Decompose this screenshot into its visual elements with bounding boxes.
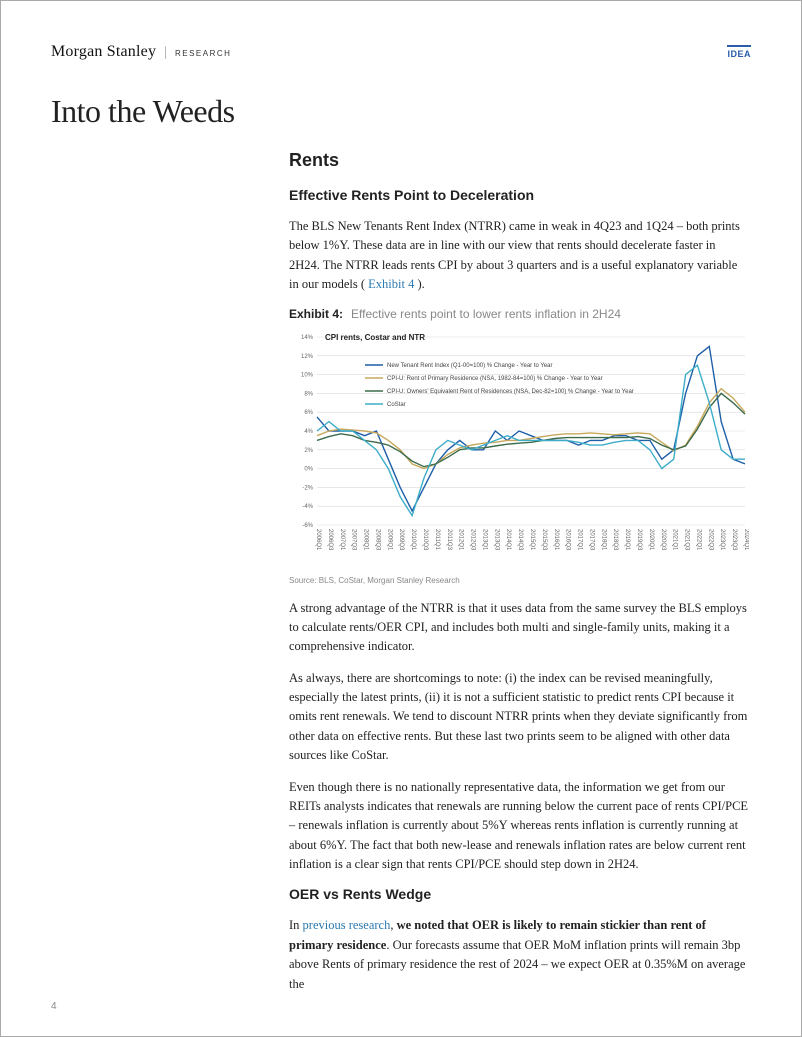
svg-text:-4%: -4% bbox=[302, 504, 313, 510]
content-column: Rents Effective Rents Point to Decelerat… bbox=[289, 150, 749, 994]
svg-text:2019Q1: 2019Q1 bbox=[624, 529, 630, 551]
svg-text:2016Q3: 2016Q3 bbox=[565, 529, 571, 551]
svg-text:2009Q1: 2009Q1 bbox=[386, 529, 392, 551]
svg-text:2016Q1: 2016Q1 bbox=[553, 529, 559, 551]
svg-text:2023Q1: 2023Q1 bbox=[719, 529, 725, 551]
svg-text:2024Q1: 2024Q1 bbox=[743, 529, 749, 551]
svg-text:2018Q3: 2018Q3 bbox=[612, 529, 618, 551]
svg-text:14%: 14% bbox=[301, 335, 314, 341]
svg-text:2019Q3: 2019Q3 bbox=[636, 529, 642, 551]
p1-text-a: The BLS New Tenants Rent Index (NTRR) ca… bbox=[289, 219, 740, 291]
svg-text:CPI-U: Rent of Primary Residen: CPI-U: Rent of Primary Residence (NSA, 1… bbox=[387, 376, 603, 382]
chart-source: Source: BLS, CoStar, Morgan Stanley Rese… bbox=[289, 576, 749, 585]
paragraph-5: In previous research, we noted that OER … bbox=[289, 916, 749, 994]
subheading-oer-wedge: OER vs Rents Wedge bbox=[289, 886, 749, 902]
exhibit-number: Exhibit 4: bbox=[289, 307, 343, 321]
page-number: 4 bbox=[51, 1001, 57, 1012]
page: Morgan Stanley | RESEARCH IDEA Into the … bbox=[0, 0, 802, 1037]
line-chart-svg: -6% -4% -2% 0% 2% 4% 6% 8% 10% 12% 14% CPI rents, C… bbox=[289, 327, 749, 567]
svg-text:2%: 2% bbox=[304, 447, 313, 453]
svg-text:0%: 0% bbox=[304, 466, 313, 472]
svg-text:2020Q1: 2020Q1 bbox=[648, 529, 654, 551]
brand-divider: | bbox=[164, 45, 167, 61]
previous-research-link[interactable]: previous research bbox=[303, 918, 391, 932]
chart-exhibit-4: -6% -4% -2% 0% 2% 4% 6% 8% 10% 12% 14% CPI rents, C… bbox=[289, 327, 749, 572]
svg-text:CoStar: CoStar bbox=[387, 402, 406, 408]
svg-text:2014Q3: 2014Q3 bbox=[517, 529, 523, 551]
svg-text:CPI-U: Owners' Equivalent Rent: CPI-U: Owners' Equivalent Rent of Reside… bbox=[387, 389, 634, 395]
svg-text:2006Q3: 2006Q3 bbox=[327, 529, 333, 551]
svg-text:-6%: -6% bbox=[302, 523, 313, 529]
svg-text:2011Q1: 2011Q1 bbox=[434, 529, 440, 551]
svg-text:2023Q3: 2023Q3 bbox=[731, 529, 737, 551]
svg-text:10%: 10% bbox=[301, 372, 314, 378]
p1-text-b: ). bbox=[414, 277, 424, 291]
svg-text:2008Q1: 2008Q1 bbox=[363, 529, 369, 551]
svg-text:2013Q3: 2013Q3 bbox=[493, 529, 499, 551]
header: Morgan Stanley | RESEARCH IDEA bbox=[51, 43, 751, 61]
svg-text:2012Q3: 2012Q3 bbox=[470, 529, 476, 551]
svg-text:2022Q1: 2022Q1 bbox=[695, 529, 701, 551]
svg-text:12%: 12% bbox=[301, 353, 314, 359]
brand-main: Morgan Stanley bbox=[51, 43, 156, 61]
p5-text-a: In bbox=[289, 918, 303, 932]
svg-text:2021Q1: 2021Q1 bbox=[672, 529, 678, 551]
svg-text:6%: 6% bbox=[304, 410, 313, 416]
exhibit-caption: Effective rents point to lower rents inf… bbox=[351, 307, 621, 321]
section-heading-rents: Rents bbox=[289, 150, 749, 171]
svg-text:2010Q3: 2010Q3 bbox=[422, 529, 428, 551]
subheading-effective-rents: Effective Rents Point to Deceleration bbox=[289, 187, 749, 203]
svg-text:New Tenant Rent Index (Q1-00=1: New Tenant Rent Index (Q1-00=100) % Chan… bbox=[387, 363, 553, 369]
brand-block: Morgan Stanley | RESEARCH bbox=[51, 43, 231, 61]
paragraph-2: A strong advantage of the NTRR is that i… bbox=[289, 599, 749, 657]
svg-text:2020Q3: 2020Q3 bbox=[660, 529, 666, 551]
svg-text:2017Q1: 2017Q1 bbox=[577, 529, 583, 551]
paragraph-3: As always, there are shortcomings to not… bbox=[289, 669, 749, 766]
svg-text:2017Q3: 2017Q3 bbox=[588, 529, 594, 551]
brand-sub: RESEARCH bbox=[175, 49, 231, 58]
svg-text:2015Q1: 2015Q1 bbox=[529, 529, 535, 551]
svg-text:2012Q1: 2012Q1 bbox=[458, 529, 464, 551]
svg-text:CPI rents, Costar and NTR: CPI rents, Costar and NTR bbox=[325, 333, 425, 342]
svg-text:2009Q3: 2009Q3 bbox=[398, 529, 404, 551]
svg-text:2007Q1: 2007Q1 bbox=[339, 529, 345, 551]
svg-text:-2%: -2% bbox=[302, 485, 313, 491]
svg-text:2006Q1: 2006Q1 bbox=[315, 529, 321, 551]
svg-text:2015Q3: 2015Q3 bbox=[541, 529, 547, 551]
svg-text:2013Q1: 2013Q1 bbox=[481, 529, 487, 551]
svg-text:2022Q3: 2022Q3 bbox=[707, 529, 713, 551]
svg-text:2008Q3: 2008Q3 bbox=[374, 529, 380, 551]
svg-text:2018Q1: 2018Q1 bbox=[600, 529, 606, 551]
exhibit-label: Exhibit 4: Effective rents point to lower… bbox=[289, 307, 749, 321]
svg-text:8%: 8% bbox=[304, 391, 313, 397]
idea-badge: IDEA bbox=[727, 45, 751, 59]
paragraph-1: The BLS New Tenants Rent Index (NTRR) ca… bbox=[289, 217, 749, 295]
paragraph-4: Even though there is no nationally repre… bbox=[289, 778, 749, 875]
page-title: Into the Weeds bbox=[51, 93, 751, 130]
svg-text:4%: 4% bbox=[304, 429, 313, 435]
svg-text:2010Q1: 2010Q1 bbox=[410, 529, 416, 551]
svg-text:2021Q3: 2021Q3 bbox=[684, 529, 690, 551]
svg-text:2011Q3: 2011Q3 bbox=[446, 529, 452, 551]
svg-text:2007Q3: 2007Q3 bbox=[351, 529, 357, 551]
svg-text:2014Q1: 2014Q1 bbox=[505, 529, 511, 551]
exhibit-4-link[interactable]: Exhibit 4 bbox=[368, 277, 414, 291]
